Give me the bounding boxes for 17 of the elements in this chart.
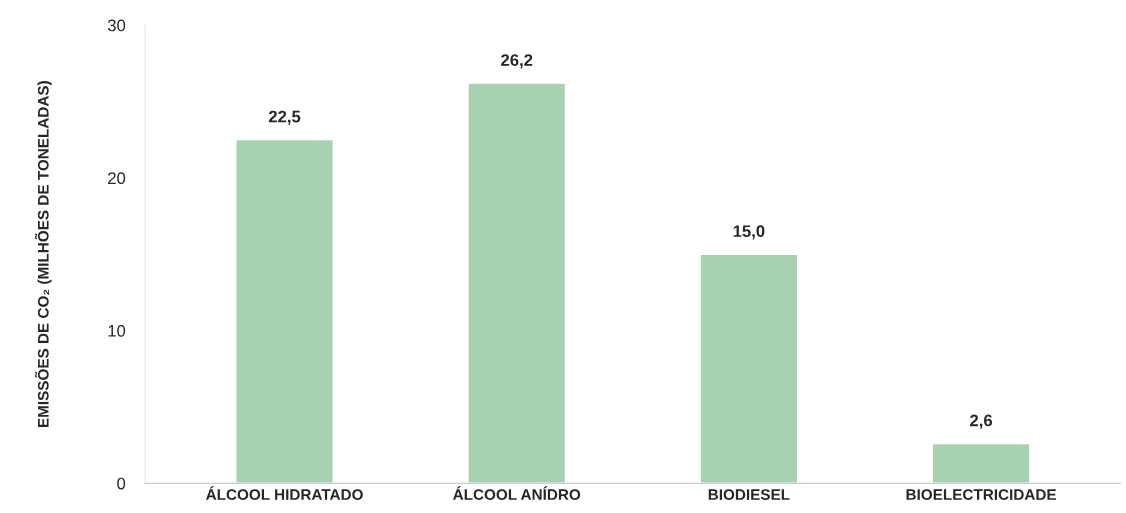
y-tick-label: 20 [108,172,126,185]
data-label: 2,6 [970,414,993,429]
y-axis-title: EMISSÕES DE CO₂ (MILHÕES DE TONELADAS) [34,81,52,428]
data-label: 22,5 [268,110,301,125]
bar [699,253,799,484]
x-tick-label: BIODIESEL [708,489,790,501]
y-tick-label: 0 [117,477,126,490]
x-tick-label: ÁLCOOL ANÍDRO [453,486,581,501]
x-tick-label: ÁLCOOL HIDRATADO [206,486,363,501]
bar [235,138,335,484]
bar [931,442,1031,484]
x-tick-label: BIOELECTRICIDADE [906,489,1057,501]
bar [467,82,567,484]
y-tick-label: 30 [107,19,126,32]
data-label: 26,2 [501,54,533,69]
data-label: 15,0 [733,225,765,240]
y-tick-label: 10 [108,324,126,337]
